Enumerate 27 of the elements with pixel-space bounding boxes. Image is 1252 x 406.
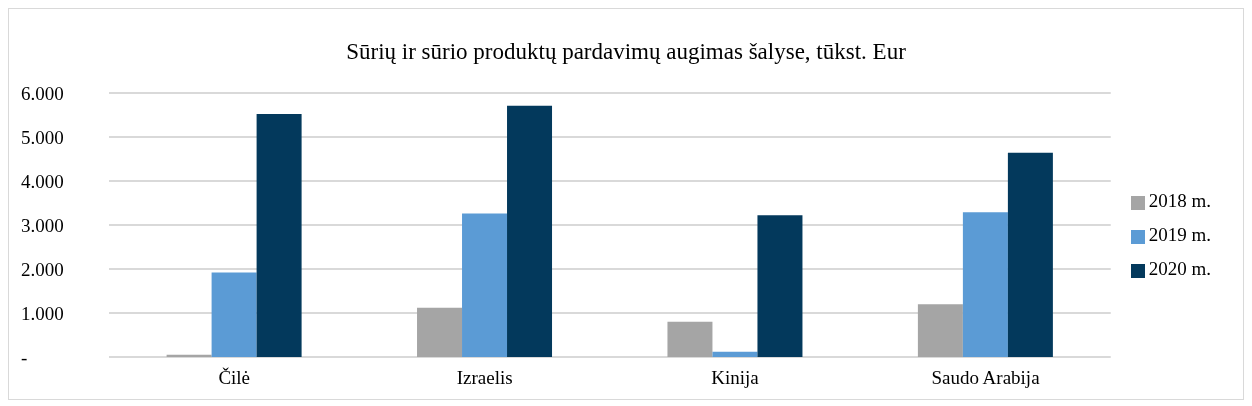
bar [667, 321, 713, 357]
y-tick-label: 3.000 [21, 214, 64, 236]
x-tick-label: Kinija [711, 367, 760, 389]
legend-label: 2020 m. [1148, 258, 1211, 279]
bar [507, 105, 553, 357]
legend-label: 2019 m. [1148, 224, 1211, 245]
y-tick-label: - [21, 346, 28, 368]
bar [462, 213, 508, 357]
x-tick-label: Saudo Arabija [931, 367, 1041, 389]
chart-title: Sūrių ir sūrio produktų pardavimų augimas šalyse, tūkst. Eur [345, 39, 907, 66]
bar [757, 215, 803, 357]
y-tick-label: 6.000 [21, 82, 64, 104]
bar [211, 272, 257, 357]
bar [417, 307, 463, 357]
y-tick-label: 4.000 [21, 170, 64, 192]
y-tick-label: 2.000 [21, 258, 64, 280]
y-tick-label: 5.000 [21, 126, 64, 148]
bar [917, 304, 963, 357]
x-tick-label: Čilė [218, 367, 251, 389]
bar [1007, 152, 1053, 357]
y-tick-label: 1.000 [21, 302, 64, 324]
bar [962, 212, 1008, 357]
bar [166, 354, 212, 357]
bar [256, 114, 302, 357]
bar [712, 351, 758, 357]
x-tick-label: Izraelis [456, 367, 513, 389]
legend-label: 2018 m. [1148, 190, 1211, 211]
